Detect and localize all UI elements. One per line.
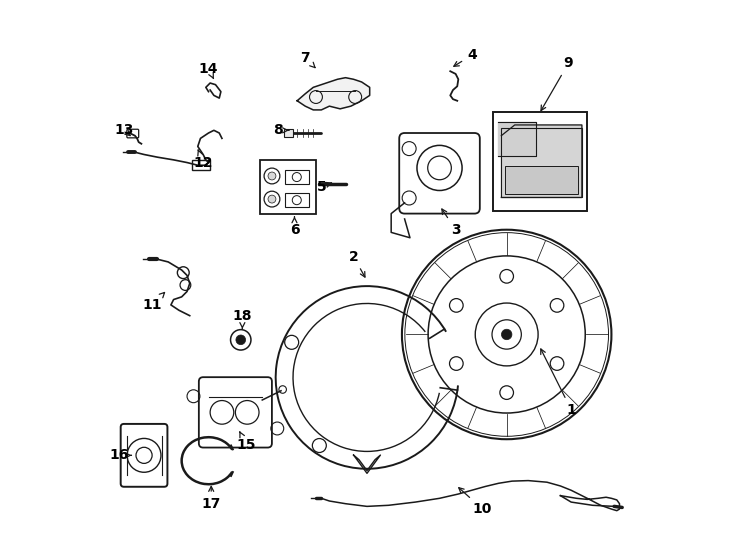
Text: 11: 11 [142,293,164,312]
Bar [493,112,587,211]
Text: 16: 16 [109,448,131,462]
Bar [285,170,308,184]
Text: 13: 13 [115,123,134,137]
Circle shape [501,329,512,340]
Circle shape [268,172,276,180]
Polygon shape [297,78,370,110]
Text: 12: 12 [193,150,213,170]
Text: 2: 2 [349,249,365,277]
Text: 7: 7 [300,51,315,68]
Text: 6: 6 [290,217,299,237]
Text: 18: 18 [233,309,252,328]
Polygon shape [498,122,536,156]
Text: 4: 4 [454,48,476,66]
Bar [505,166,578,194]
Bar [285,193,308,207]
Text: 15: 15 [236,432,256,451]
Bar [260,160,316,214]
Polygon shape [501,125,582,198]
Circle shape [268,195,276,203]
Text: 17: 17 [202,487,221,511]
Text: 5: 5 [316,180,332,194]
Text: 8: 8 [274,123,288,137]
Text: 9: 9 [541,56,573,111]
Circle shape [236,335,246,345]
Text: 14: 14 [199,62,218,78]
Bar [192,160,210,170]
Text: 1: 1 [541,349,576,417]
Text: 10: 10 [459,488,493,516]
Bar [501,127,582,198]
Text: 3: 3 [442,209,460,237]
Bar [284,129,293,137]
